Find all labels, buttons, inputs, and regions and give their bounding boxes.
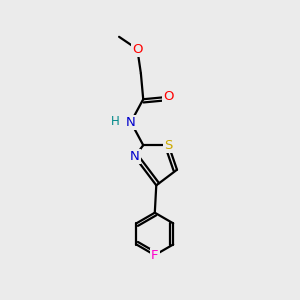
Text: F: F	[151, 249, 159, 262]
Text: S: S	[164, 139, 173, 152]
Text: N: N	[130, 150, 140, 163]
Text: H: H	[111, 115, 120, 128]
Text: O: O	[163, 90, 173, 104]
Text: O: O	[132, 43, 142, 56]
Text: N: N	[126, 116, 136, 129]
